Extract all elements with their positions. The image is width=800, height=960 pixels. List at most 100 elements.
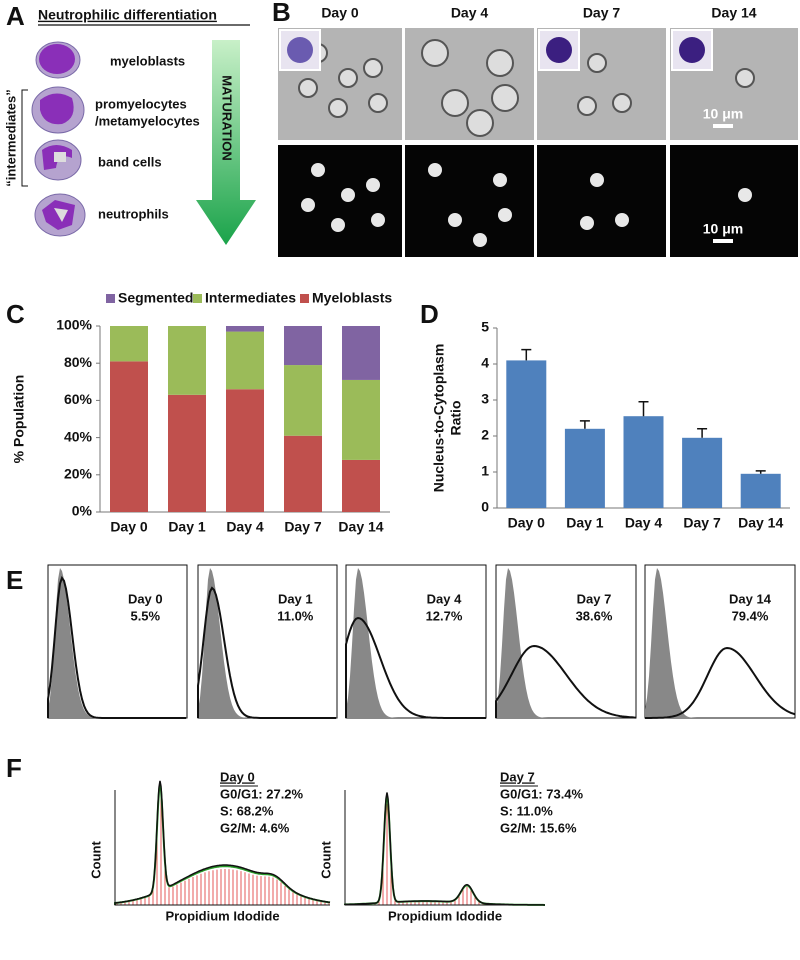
panel-letter: D: [420, 299, 439, 329]
panel-letter: E: [6, 565, 23, 595]
x-tick-label: Day 0: [508, 515, 546, 531]
x-tick-label: Day 7: [683, 515, 721, 531]
reference-histogram: [645, 568, 795, 718]
error-bar: [579, 420, 590, 429]
day-label: Day 4: [427, 591, 462, 606]
y-tick-label: 1: [481, 463, 489, 479]
reference-histogram: [346, 568, 486, 718]
y-axis-label: Count: [88, 841, 103, 879]
x-axis-label: Propidium Idodide: [388, 908, 502, 923]
y-axis-label: Count: [318, 841, 333, 879]
error-bar: [697, 428, 708, 438]
x-tick-label: Day 1: [168, 519, 206, 535]
stat-line: G0/G1: 27.2%: [220, 786, 304, 801]
histogram: [114, 780, 331, 905]
fluorescence: [670, 145, 798, 257]
bar-segment: [342, 379, 380, 460]
y-tick-label: 5: [481, 319, 489, 335]
error-bar: [521, 348, 532, 361]
nucleus: [580, 216, 594, 230]
day-label: Day 0: [220, 769, 255, 784]
cell: [363, 58, 383, 78]
day-label: Day 4: [451, 5, 489, 21]
y-tick-label: 0: [481, 499, 489, 515]
error-bar: [638, 401, 649, 417]
sample-histogram: [197, 586, 336, 719]
reference-histogram: [48, 568, 187, 718]
nucleus: [615, 213, 629, 227]
day-label: Day 1: [278, 591, 313, 606]
scale-bar: [713, 124, 733, 128]
x-tick-label: Day 1: [566, 515, 604, 531]
percent-label: 5.5%: [130, 608, 160, 623]
legend-label: Intermediates: [205, 290, 296, 306]
day-label: Day 14: [729, 591, 772, 606]
legend-label: Myeloblasts: [312, 290, 392, 306]
cell: [441, 89, 469, 117]
percent-label: 11.0%: [277, 608, 314, 623]
scale-bar: [713, 239, 733, 243]
charts: C 0% 20% 40% 60% 80% 100% Day 0 Day 1 Day 4 Day 7 D…: [6, 290, 790, 535]
sample-histogram: [495, 644, 637, 719]
bar-segment: [284, 326, 322, 366]
x-tick-label: Day 14: [738, 515, 783, 531]
panel-letter: B: [272, 0, 291, 27]
x-tick-label: Day 4: [625, 515, 663, 531]
panel-title: Neutrophilic differentiation: [38, 7, 217, 23]
cell: [338, 68, 358, 88]
stat-line: G0/G1: 73.4%: [500, 786, 584, 801]
nucleus: [738, 188, 752, 202]
fluorescence: [405, 145, 534, 257]
percent-label: 12.7%: [426, 608, 463, 623]
day-label: Day 7: [577, 591, 612, 606]
y-tick-label: 60%: [64, 391, 93, 407]
y-tick-label: 80%: [64, 354, 93, 370]
fluorescence: [278, 145, 402, 257]
bar-segment: [168, 394, 206, 512]
bracket: [21, 89, 28, 187]
cell: [612, 93, 632, 113]
group-label: “intermediates”: [3, 89, 18, 187]
stage-label: neutrophils: [98, 206, 169, 221]
stage-label: band cells: [98, 154, 162, 169]
fluorescence: [537, 145, 666, 257]
stat-line: G2/M: 15.6%: [500, 820, 577, 835]
day-label: Day 7: [583, 5, 621, 21]
y-tick-label: 20%: [64, 466, 93, 482]
bar: [506, 360, 547, 508]
inset: [671, 29, 713, 71]
legend-swatch: [300, 294, 309, 303]
stage-label: /metamyelocytes: [95, 113, 200, 128]
bar-segment: [226, 331, 264, 390]
nucleus: [301, 198, 315, 212]
panel-letter: A: [6, 1, 25, 31]
cell: [486, 49, 514, 77]
cell: [577, 96, 597, 116]
nucleus: [498, 208, 512, 222]
reference-histogram: [496, 568, 636, 718]
bar-segment: [168, 326, 206, 395]
stat-line: S: 68.2%: [220, 803, 274, 818]
bar-segment: [284, 435, 322, 512]
nucleus: [493, 173, 507, 187]
nucleus: [590, 173, 604, 187]
stage-label: myeloblasts: [110, 53, 185, 68]
day-label: Day 0: [128, 591, 163, 606]
x-tick-label: Day 4: [226, 519, 264, 535]
day-label: Day 0: [321, 5, 359, 21]
nucleus: [428, 163, 442, 177]
stage-label: promyelocytes: [95, 96, 187, 111]
nucleus: [311, 163, 325, 177]
sample-histogram: [47, 575, 186, 719]
nucleus: [341, 188, 355, 202]
legend-swatch: [193, 294, 202, 303]
x-tick-label: Day 7: [284, 519, 322, 535]
day-label: Day 7: [500, 769, 535, 784]
bar: [682, 437, 723, 508]
bar-segment: [226, 326, 264, 332]
y-axis-label: Ratio: [448, 401, 464, 436]
cell: [298, 78, 318, 98]
cell: [491, 84, 519, 112]
panel-letter: F: [6, 753, 22, 783]
